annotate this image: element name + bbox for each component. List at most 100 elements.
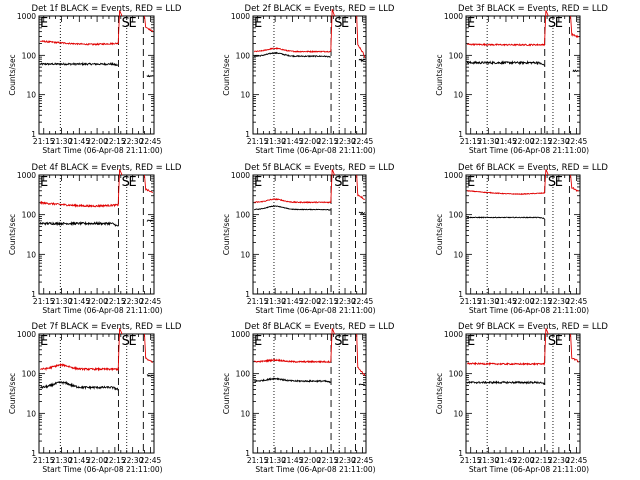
panel-5-x-tick-label: 22:15 bbox=[317, 297, 339, 306]
panel-8-events-series bbox=[254, 377, 332, 384]
panel-8-lld-series bbox=[253, 328, 335, 364]
panel-3-title: Det 3f BLACK = Events, RED = LLD bbox=[458, 4, 608, 14]
panel-5-events-series bbox=[253, 205, 332, 211]
panel-7-x-tick-label: 22:30 bbox=[122, 456, 144, 465]
panel-1-x-axis-label: Start Time (06-Apr-08 21:11:00) bbox=[42, 146, 162, 155]
panel-2-events-series-post bbox=[358, 58, 366, 63]
panel-3-end-marker: E bbox=[555, 16, 563, 31]
panel-9-corner-marker: E bbox=[467, 334, 475, 349]
panel-1-lld-series bbox=[39, 10, 123, 46]
panel-3-x-axis-label: Start Time (06-Apr-08 21:11:00) bbox=[469, 146, 589, 155]
panel-4-corner-marker: E bbox=[40, 175, 48, 190]
panel-2-x-tick-label: 22:45 bbox=[352, 137, 374, 146]
panel-4-y-axis-label: Counts/sec bbox=[8, 214, 17, 255]
panel-5-corner-marker: E bbox=[254, 175, 262, 190]
detector-panel-6: Det 6f BLACK = Events, RED = LLD 1 10 100 10… bbox=[435, 163, 608, 315]
panel-1-x-tick-label: 21:45 bbox=[68, 137, 90, 146]
panel-6-x-tick-label: 21:45 bbox=[495, 297, 517, 306]
panel-1-x-tick-label: 21:15 bbox=[33, 137, 55, 146]
panel-8-start-marker: S bbox=[334, 334, 342, 349]
panel-9-x-tick-label: 22:00 bbox=[513, 456, 535, 465]
panel-6-x-tick-label: 22:30 bbox=[548, 297, 570, 306]
panel-9-y-axis-label: Counts/sec bbox=[435, 373, 444, 414]
detector-panel-8: Det 8f BLACK = Events, RED = LLD 1 10 100 10… bbox=[222, 322, 395, 474]
detector-panel-3: Det 3f BLACK = Events, RED = LLD 1 10 100 10… bbox=[435, 4, 608, 155]
detector-panel-2: Det 2f BLACK = Events, RED = LLD 1 10 100 10… bbox=[222, 4, 395, 155]
panel-8-x-tick-label: 21:45 bbox=[282, 456, 304, 465]
panel-7-x-tick-label: 22:15 bbox=[104, 456, 126, 465]
panel-1-x-tick-label: 22:00 bbox=[86, 137, 108, 146]
panel-1-start-marker: S bbox=[122, 16, 130, 31]
panel-6-x-tick-label: 21:15 bbox=[460, 297, 482, 306]
panel-3-lld-series-post bbox=[570, 15, 580, 39]
panel-6-events-series bbox=[466, 216, 545, 220]
panel-6-x-tick-label: 22:00 bbox=[513, 297, 535, 306]
panel-8-y-tick-label: 100 bbox=[236, 370, 251, 379]
panel-7-y-tick-label: 1 bbox=[31, 449, 36, 458]
panel-5-y-tick-label: 1000 bbox=[231, 171, 250, 180]
panel-8-y-axis-label: Counts/sec bbox=[222, 373, 231, 414]
panel-3-plot-frame bbox=[465, 15, 581, 135]
panel-8-end-marker: E bbox=[341, 334, 349, 349]
panel-3-x-tick-label: 21:45 bbox=[495, 137, 517, 146]
panel-8-y-tick-label: 10 bbox=[240, 409, 250, 418]
panel-7-x-tick-label: 21:30 bbox=[51, 456, 73, 465]
panel-9-x-tick-label: 22:45 bbox=[566, 456, 588, 465]
panel-2-end-marker: E bbox=[341, 16, 349, 31]
panel-2-y-axis-label: Counts/sec bbox=[222, 54, 231, 95]
panel-2-x-tick-label: 21:15 bbox=[247, 137, 269, 146]
panel-8-x-tick-label: 22:15 bbox=[317, 456, 339, 465]
panel-9-y-tick-label: 10 bbox=[453, 409, 463, 418]
detector-panel-4: Det 4f BLACK = Events, RED = LLD 1 10 100 10… bbox=[8, 163, 182, 315]
panel-1-events-series bbox=[39, 61, 119, 67]
panel-5-events-series-post bbox=[358, 211, 366, 215]
panel-5-x-tick-label: 22:45 bbox=[352, 297, 374, 306]
panel-8-lld-series-post bbox=[356, 333, 366, 377]
panel-5-x-tick-label: 22:00 bbox=[299, 297, 321, 306]
panel-8-x-tick-label: 22:00 bbox=[299, 456, 321, 465]
panel-5-plot-frame bbox=[252, 174, 367, 295]
panel-9-end-marker: E bbox=[555, 334, 563, 349]
panel-4-x-tick-label: 22:30 bbox=[122, 297, 144, 306]
panel-3-y-axis-label: Counts/sec bbox=[435, 54, 444, 95]
panel-3-x-tick-label: 22:00 bbox=[513, 137, 535, 146]
panel-1-x-tick-label: 22:15 bbox=[104, 137, 126, 146]
panel-5-x-axis-label: Start Time (06-Apr-08 21:11:00) bbox=[255, 306, 375, 315]
panel-5-x-tick-label: 22:30 bbox=[334, 297, 356, 306]
panel-3-lld-series bbox=[466, 10, 549, 47]
panel-4-lld-series-post bbox=[144, 174, 154, 194]
panel-7-events-series bbox=[40, 380, 119, 391]
panel-5-start-marker: S bbox=[334, 175, 342, 190]
panel-9-y-tick-label: 1 bbox=[458, 449, 463, 458]
panel-7-x-tick-label: 21:15 bbox=[33, 456, 55, 465]
panel-7-x-tick-label: 22:00 bbox=[86, 456, 108, 465]
panel-5-y-axis-label: Counts/sec bbox=[222, 214, 231, 255]
panel-8-x-tick-label: 21:15 bbox=[247, 456, 269, 465]
panel-7-y-axis-label: Counts/sec bbox=[8, 373, 17, 414]
panel-9-title: Det 9f BLACK = Events, RED = LLD bbox=[458, 322, 608, 332]
panel-1-y-axis-label: Counts/sec bbox=[8, 54, 17, 95]
panel-8-plot-frame bbox=[252, 333, 367, 454]
panel-4-y-tick-label: 100 bbox=[22, 211, 37, 220]
panel-4-x-axis-label: Start Time (06-Apr-08 21:11:00) bbox=[42, 306, 162, 315]
panel-9-x-axis-label: Start Time (06-Apr-08 21:11:00) bbox=[469, 465, 589, 474]
panel-1-end-marker: E bbox=[129, 16, 137, 31]
panel-4-x-tick-label: 21:45 bbox=[68, 297, 90, 306]
panel-8-x-tick-label: 21:30 bbox=[264, 456, 286, 465]
panel-1-events-series-post bbox=[146, 74, 153, 78]
panel-6-x-tick-label: 22:45 bbox=[566, 297, 588, 306]
panel-5-x-tick-label: 21:45 bbox=[282, 297, 304, 306]
panel-7-x-axis-label: Start Time (06-Apr-08 21:11:00) bbox=[42, 465, 162, 474]
panel-9-events-series bbox=[466, 380, 545, 386]
panel-1-y-tick-label: 10 bbox=[26, 91, 36, 100]
panel-1-x-tick-label: 22:45 bbox=[140, 137, 162, 146]
panel-2-lld-series-post bbox=[356, 15, 366, 58]
panel-6-lld-series-post bbox=[570, 174, 580, 192]
panel-5-x-tick-label: 21:30 bbox=[264, 297, 286, 306]
panel-4-y-tick-label: 10 bbox=[26, 250, 36, 259]
panel-2-y-tick-label: 10 bbox=[240, 91, 250, 100]
panel-9-start-marker: S bbox=[548, 334, 556, 349]
panel-2-y-tick-label: 1000 bbox=[231, 12, 250, 21]
panel-5-y-tick-label: 1 bbox=[245, 290, 250, 299]
